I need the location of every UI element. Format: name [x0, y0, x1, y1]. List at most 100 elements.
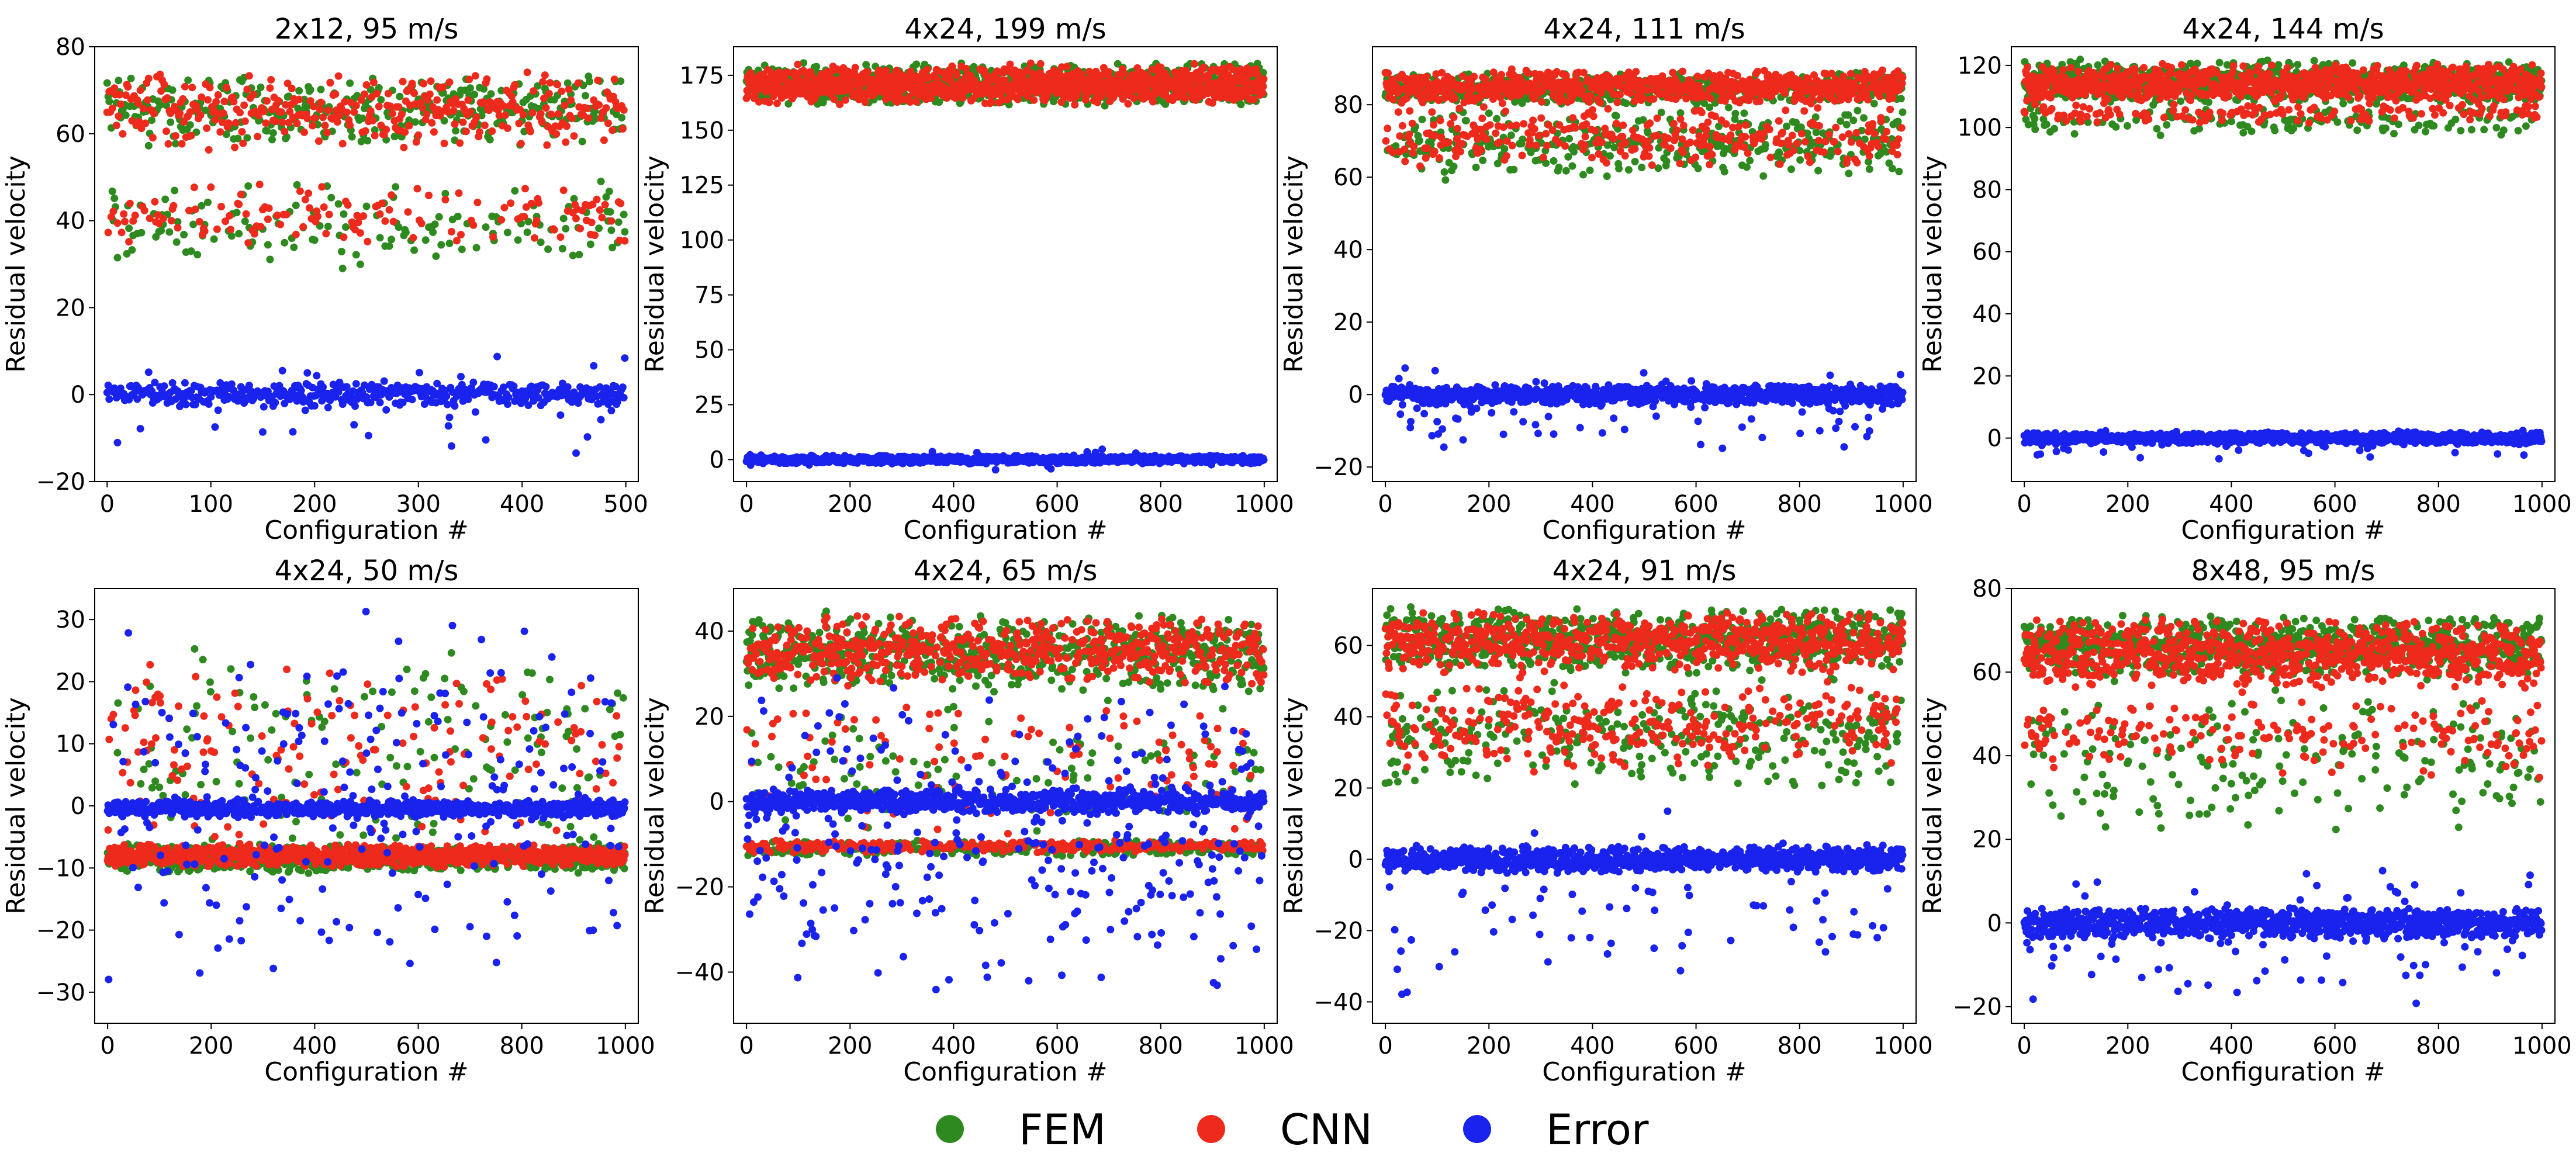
- data-point-fem: [437, 241, 445, 249]
- data-point-error: [448, 442, 455, 450]
- data-point-cnn: [389, 217, 397, 226]
- data-point-cnn: [283, 79, 292, 88]
- data-point-cnn: [567, 96, 575, 104]
- x-tick-label: 0: [739, 491, 753, 518]
- data-point-fem: [454, 212, 462, 220]
- data-point-cnn: [457, 231, 465, 238]
- data-point-fem: [617, 77, 625, 85]
- data-point-fem: [514, 236, 522, 244]
- data-point-cnn: [179, 95, 187, 103]
- data-point-cnn: [476, 128, 483, 136]
- data-point-fem: [602, 193, 610, 201]
- data-point-fem: [337, 248, 345, 255]
- data-point-cnn: [373, 89, 381, 98]
- data-point-cnn: [146, 214, 154, 223]
- data-point-cnn: [144, 96, 151, 104]
- data-point-cnn: [445, 78, 454, 86]
- data-point-cnn: [250, 230, 258, 238]
- data-point-fem: [310, 236, 319, 244]
- data-point-fem: [1586, 167, 1594, 174]
- data-point-cnn: [440, 139, 448, 147]
- data-point-cnn: [1120, 69, 1128, 77]
- data-point-error: [301, 406, 309, 414]
- data-point-fem: [300, 95, 308, 103]
- data-point-cnn: [1181, 94, 1189, 102]
- data-point-fem: [385, 242, 393, 250]
- data-point-cnn: [511, 81, 519, 89]
- data-point-fem: [266, 255, 274, 264]
- data-point-fem: [1555, 164, 1563, 171]
- data-point-fem: [281, 238, 289, 247]
- data-point-cnn: [276, 220, 285, 228]
- data-point-cnn: [1073, 91, 1081, 99]
- data-point-fem: [364, 137, 372, 145]
- data-point-fem: [1485, 109, 1493, 117]
- data-point-cnn: [594, 77, 602, 84]
- data-point-fem: [306, 86, 314, 94]
- data-point-cnn: [159, 214, 167, 223]
- data-point-error: [464, 396, 472, 403]
- data-point-fem: [202, 106, 210, 115]
- data-point-cnn: [196, 111, 205, 119]
- data-point-fem: [582, 92, 589, 100]
- data-point-error: [590, 362, 598, 370]
- data-point-error: [380, 377, 388, 385]
- data-point-fem: [421, 236, 430, 244]
- data-point-error: [524, 401, 533, 409]
- data-point-cnn: [181, 82, 189, 91]
- data-point-fem: [472, 244, 480, 252]
- data-point-cnn: [309, 122, 317, 130]
- data-point-cnn: [1077, 70, 1085, 78]
- data-point-fem: [480, 85, 488, 93]
- data-point-cnn: [1124, 100, 1132, 108]
- data-point-cnn: [568, 115, 576, 123]
- data-point-error: [376, 399, 384, 407]
- data-point-cnn: [1204, 73, 1212, 81]
- data-point-cnn: [1006, 60, 1014, 68]
- data-point-cnn: [417, 219, 426, 227]
- data-point-cnn: [203, 124, 211, 132]
- data-point-fem: [1101, 102, 1109, 110]
- data-point-error: [399, 399, 407, 407]
- data-point-cnn: [204, 96, 212, 104]
- data-point-cnn: [331, 90, 340, 98]
- data-point-cnn: [744, 91, 752, 99]
- plot-area: [742, 59, 1268, 474]
- axes-frame: [733, 46, 1278, 482]
- data-point-cnn: [263, 97, 271, 105]
- data-point-fem: [174, 218, 182, 226]
- data-point-cnn: [109, 207, 117, 216]
- data-point-cnn: [144, 74, 153, 82]
- data-point-error: [490, 383, 498, 391]
- data-point-fem: [1462, 117, 1470, 124]
- data-point-cnn: [344, 201, 352, 209]
- data-point-cnn: [464, 96, 472, 104]
- data-point-fem: [562, 224, 570, 233]
- data-point-cnn: [176, 109, 184, 117]
- data-point-cnn: [265, 204, 273, 212]
- data-point-fem: [346, 79, 354, 87]
- data-point-fem: [471, 91, 479, 99]
- data-point-cnn: [325, 210, 333, 219]
- data-point-cnn: [1250, 95, 1258, 103]
- data-point-fem: [264, 241, 272, 249]
- data-point-cnn: [537, 110, 545, 118]
- data-point-fem: [605, 188, 613, 196]
- data-point-cnn: [621, 237, 629, 245]
- data-point-cnn: [338, 140, 347, 148]
- data-point-cnn: [869, 91, 877, 99]
- data-point-cnn: [526, 127, 534, 136]
- data-point-cnn: [178, 140, 186, 148]
- data-point-fem: [621, 228, 629, 236]
- data-point-fem: [1472, 163, 1480, 171]
- data-point-cnn: [151, 198, 159, 206]
- data-point-cnn: [377, 122, 385, 129]
- data-point-cnn: [1001, 77, 1009, 85]
- data-point-cnn: [334, 72, 343, 80]
- data-point-cnn: [1253, 70, 1261, 78]
- data-point-cnn: [912, 98, 921, 106]
- data-point-cnn: [156, 70, 164, 78]
- data-point-cnn: [1043, 92, 1052, 100]
- data-point-fem: [113, 254, 122, 262]
